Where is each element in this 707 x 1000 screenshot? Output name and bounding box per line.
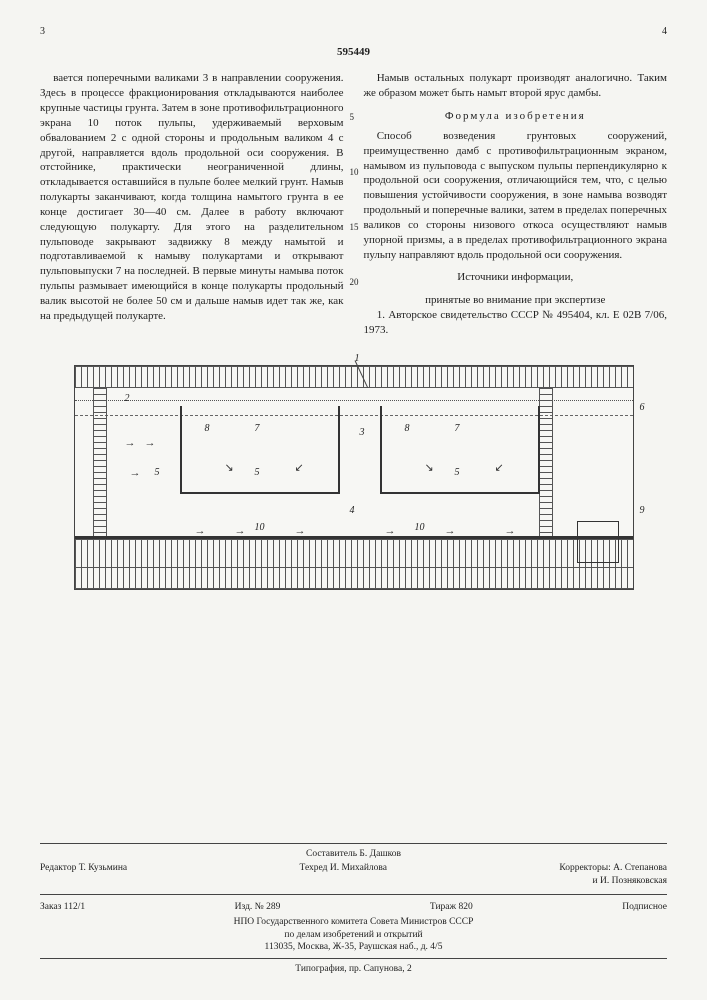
margin-15: 15 <box>350 221 359 233</box>
arrow-icon: → <box>125 436 136 451</box>
left-column: вается поперечными валиками 3 в направле… <box>40 71 344 340</box>
label-7b: 7 <box>455 422 460 436</box>
editor: Редактор Т. Кузьмина <box>40 862 127 888</box>
text-columns: вается поперечными валиками 3 в направле… <box>40 71 667 340</box>
margin-5: 5 <box>350 111 355 123</box>
izd: Изд. № 289 <box>235 901 281 914</box>
tech: Техред И. Михайлова <box>300 862 387 888</box>
vert-col-left <box>93 388 107 539</box>
compiler: Составитель Б. Дашков <box>40 848 667 861</box>
margin-10: 10 <box>350 166 359 178</box>
right-column: 5 10 15 20 Намыв остальных полукарт прои… <box>364 71 668 340</box>
footer: Составитель Б. Дашков Редактор Т. Кузьми… <box>40 843 667 977</box>
margin-20: 20 <box>350 276 359 288</box>
right-box <box>577 521 619 563</box>
label-8b: 8 <box>405 422 410 436</box>
org1: НПО Государственного комитета Совета Мин… <box>40 916 667 929</box>
u-shape-left <box>180 406 340 494</box>
label-5c: 5 <box>455 466 460 480</box>
label-3: 3 <box>360 426 365 440</box>
bottom-band <box>75 567 633 589</box>
lower-band <box>75 539 633 567</box>
label-10a: 10 <box>255 521 265 535</box>
right-p2: Способ возведения грунтовых сооружений, … <box>364 129 668 263</box>
arrow-icon: ↙ <box>295 461 304 476</box>
sub: Подписное <box>622 901 667 914</box>
document-number: 595449 <box>40 45 667 60</box>
page-left: 3 <box>40 25 45 39</box>
arrow-icon: → <box>195 524 206 539</box>
label-5a: 5 <box>155 466 160 480</box>
label-5b: 5 <box>255 466 260 480</box>
left-paragraph: вается поперечными валиками 3 в направле… <box>40 71 344 323</box>
org2: по делам изобретений и открытий <box>40 929 667 942</box>
sources-title: Источники информации, <box>364 270 668 285</box>
vert-col-right <box>539 388 553 539</box>
sources-item: 1. Авторское свидетельство СССР № 495404… <box>364 308 668 338</box>
u-shape-right <box>380 406 540 494</box>
page-numbers: 3 4 <box>40 25 667 39</box>
footer-credits: Редактор Т. Кузьмина Техред И. Михайлова… <box>40 860 667 890</box>
tirazh: Тираж 820 <box>430 901 473 914</box>
label-10b: 10 <box>415 521 425 535</box>
arrow-icon: ↙ <box>495 461 504 476</box>
label-4: 4 <box>350 504 355 518</box>
sources-sub: принятые во внимание при экспертизе <box>364 293 668 308</box>
arrow-icon: → <box>445 524 456 539</box>
footer-order-row: Заказ 112/1 Изд. № 289 Тираж 820 Подписн… <box>40 899 667 916</box>
correctors: Корректоры: А. Степанова и И. Позняковск… <box>559 862 667 888</box>
page-right: 4 <box>662 25 667 39</box>
arrow-icon: → <box>295 524 306 539</box>
footer-mid: Заказ 112/1 Изд. № 289 Тираж 820 Подписн… <box>40 895 667 959</box>
right-p1: Намыв остальных полукарт производят анал… <box>364 71 668 101</box>
arrow-icon: → <box>385 524 396 539</box>
arrow-icon: → <box>505 524 516 539</box>
arrow-icon: → <box>235 524 246 539</box>
technical-diagram: → → → → → → → → → ↘ ↙ ↘ ↙ 1 2 3 4 5 5 5 … <box>74 365 634 590</box>
label-6: 6 <box>640 401 645 415</box>
arrow-icon: → <box>145 436 156 451</box>
label-8a: 8 <box>205 422 210 436</box>
label-7a: 7 <box>255 422 260 436</box>
arrow-icon: ↘ <box>225 461 234 476</box>
formula-title: Формула изобретения <box>364 109 668 124</box>
label-9: 9 <box>640 504 645 518</box>
footer-top: Составитель Б. Дашков Редактор Т. Кузьми… <box>40 843 667 895</box>
label-2: 2 <box>125 392 130 406</box>
print: Типография, пр. Сапунова, 2 <box>40 959 667 976</box>
order: Заказ 112/1 <box>40 901 85 914</box>
arrow-icon: ↘ <box>425 461 434 476</box>
top-band <box>75 366 633 388</box>
arrow-icon: → <box>130 466 141 481</box>
addr: 113035, Москва, Ж-35, Раушская наб., д. … <box>40 941 667 954</box>
